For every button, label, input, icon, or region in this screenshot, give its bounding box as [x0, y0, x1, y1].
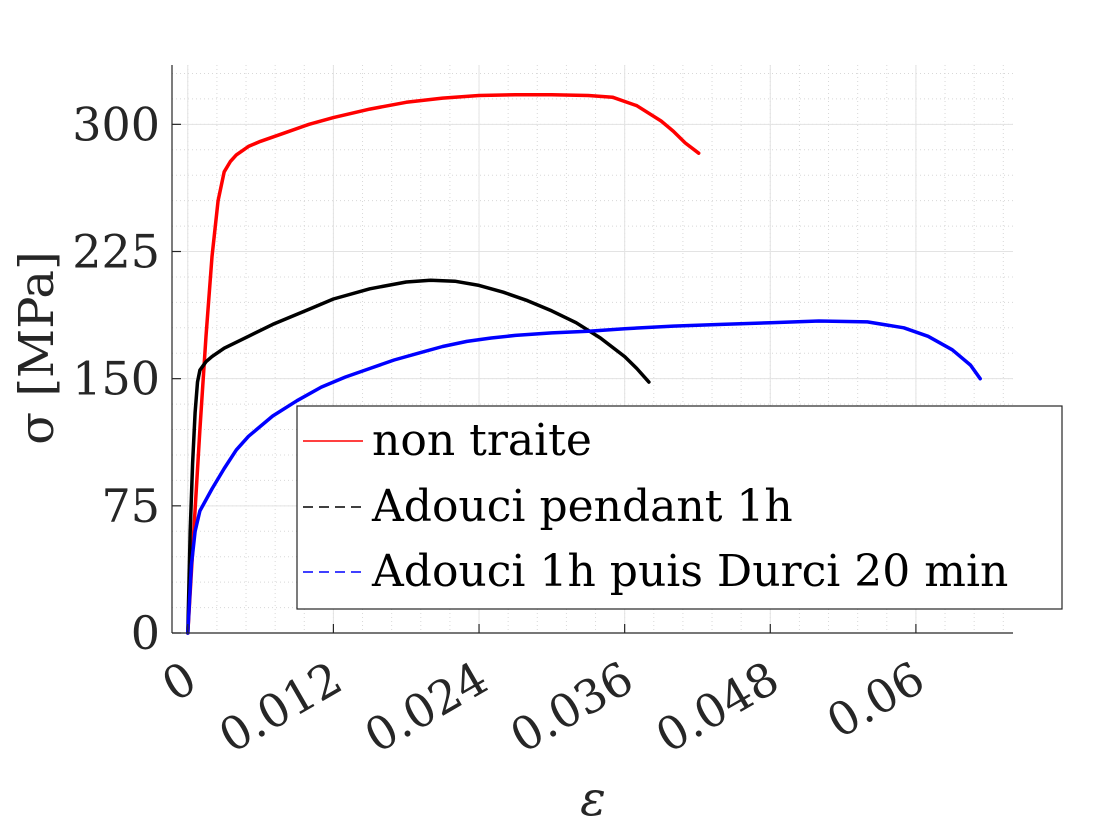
series-line-0	[186, 92, 701, 635]
y-tick-label: 300	[72, 97, 160, 151]
series-line-2	[186, 319, 982, 635]
x-tick-label: 0.024	[355, 651, 496, 764]
y-tick-labels: 0 75 150 225 300	[72, 97, 160, 660]
y-tick-label: 225	[72, 225, 160, 279]
x-tick-labels: 0 0.012 0.024 0.036 0.048 0.06	[153, 651, 933, 764]
y-tick-label: 150	[72, 352, 160, 406]
legend-label-adouci: Adouci pendant 1h	[371, 481, 793, 532]
y-tick-label: 75	[101, 479, 160, 533]
x-tick-label: 0.06	[818, 651, 934, 749]
series-layer	[186, 92, 982, 635]
x-tick-label: 0.012	[210, 651, 351, 764]
legend-label-adouci-durci: Adouci 1h puis Durci 20 min	[371, 546, 1008, 597]
legend-box	[296, 405, 1063, 610]
y-tick-label: 0	[131, 606, 160, 660]
x-tick-label: 0.048	[647, 651, 788, 764]
legend: non traite Adouci pendant 1h Adouci 1h p…	[296, 405, 1063, 610]
axes	[171, 65, 1013, 634]
x-axis-label: ε	[580, 771, 606, 827]
series-line-1	[186, 278, 651, 635]
x-tick-label: 0	[153, 651, 205, 712]
legend-label-non-traite: non traite	[372, 415, 592, 466]
x-tick-label: 0.036	[501, 651, 642, 764]
y-axis-label: σ [MPa]	[9, 251, 65, 444]
